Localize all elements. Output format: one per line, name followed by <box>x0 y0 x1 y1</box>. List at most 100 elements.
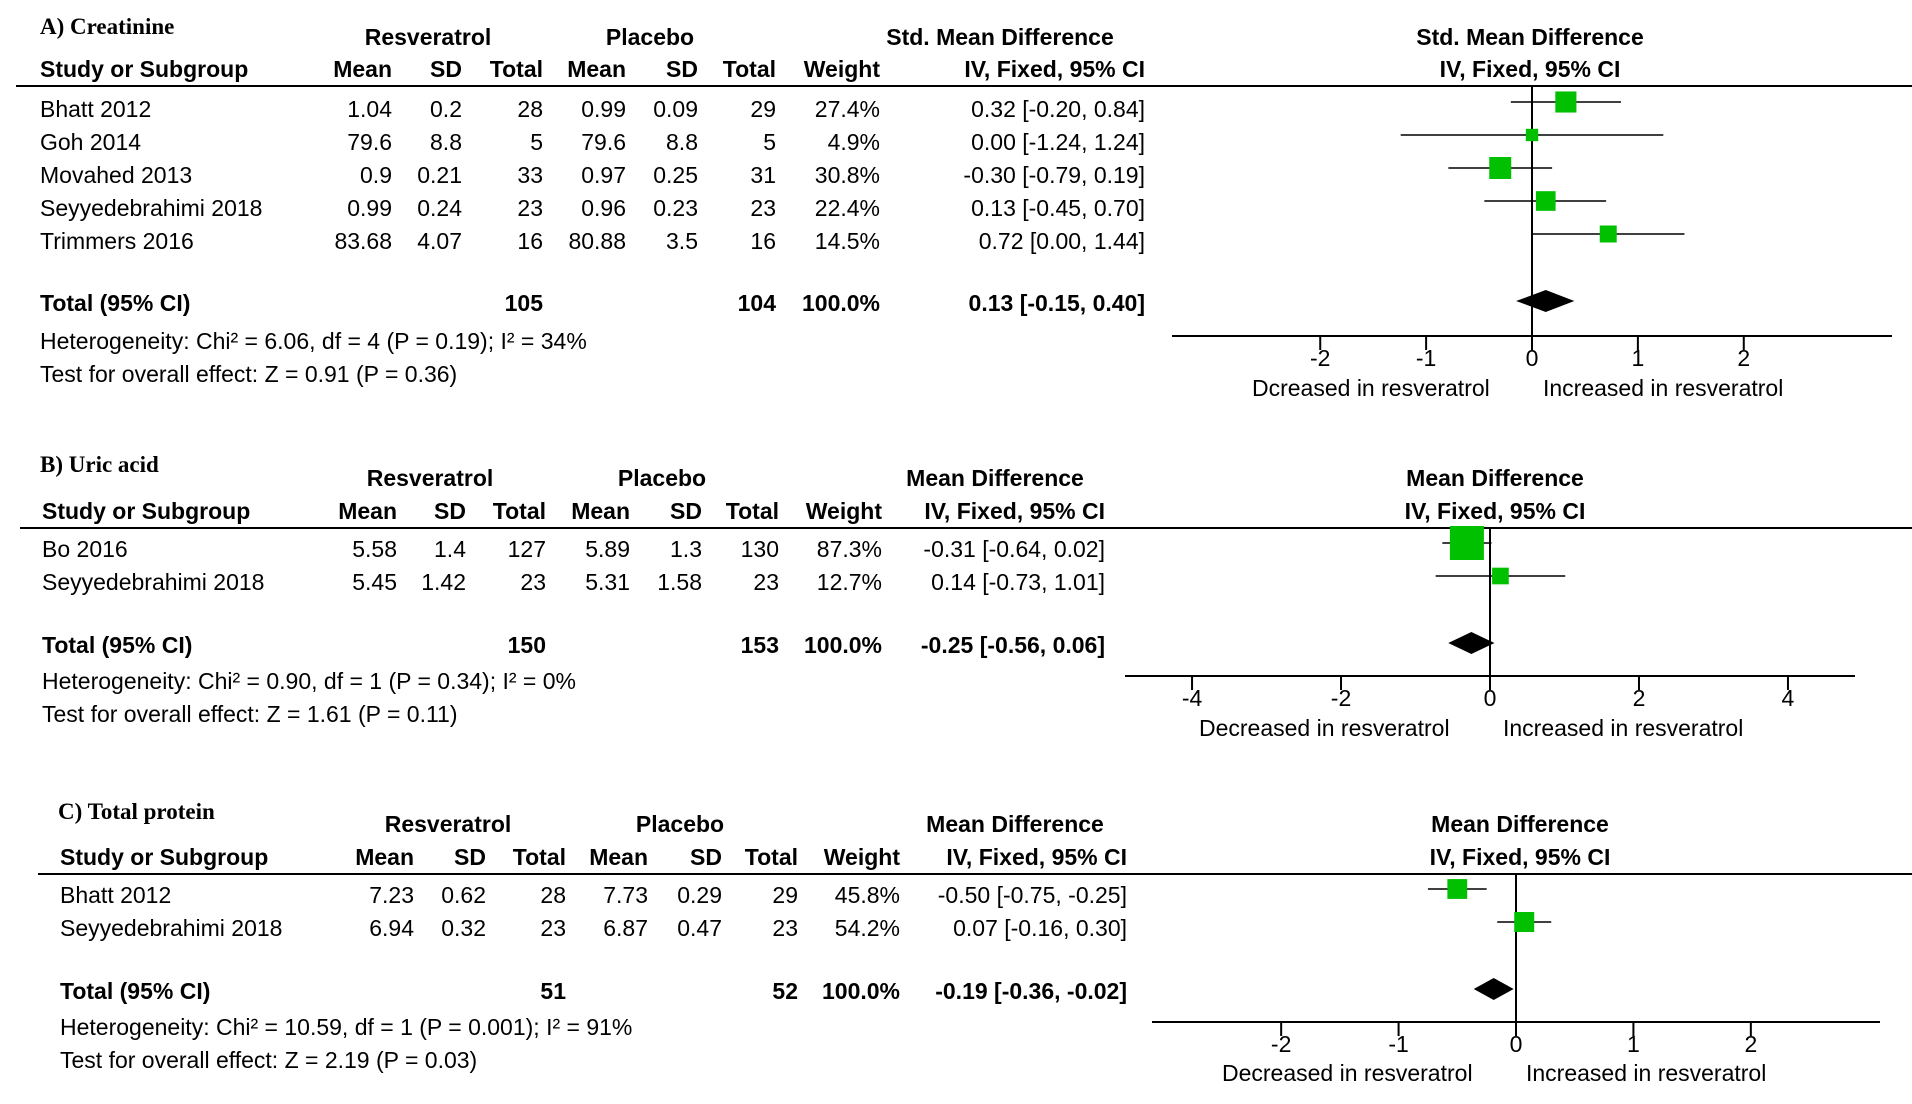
sd2: 0.29 <box>677 882 722 908</box>
col-sd1: SD <box>430 56 462 82</box>
study-name: Bo 2016 <box>42 536 128 562</box>
total1: 23 <box>520 569 546 595</box>
axis-left-label: Decreased in resveratrol <box>1199 715 1450 741</box>
total-weight: 100.0% <box>821 978 900 1004</box>
total-n2: 104 <box>737 290 776 316</box>
col-method: IV, Fixed, 95% CI <box>946 844 1127 870</box>
total-n1: 105 <box>504 290 543 316</box>
heterogeneity-text: Heterogeneity: Chi² = 10.59, df = 1 (P =… <box>60 1014 633 1040</box>
study-name: Trimmers 2016 <box>40 228 194 254</box>
col-weight: Weight <box>823 844 900 870</box>
x-tick-label: 1 <box>1631 345 1644 371</box>
total1: 23 <box>517 195 543 221</box>
weight: 54.2% <box>834 915 900 941</box>
x-tick-label: -1 <box>1388 1031 1408 1057</box>
pooled-diamond <box>1516 290 1575 312</box>
total-n1: 150 <box>507 632 546 658</box>
effect-label: Mean Difference <box>926 811 1104 837</box>
total-ci-text: -0.25 [-0.56, 0.06] <box>920 632 1105 658</box>
x-tick-label: 2 <box>1744 1031 1757 1057</box>
forest-plot: -2 -1 0 1 2 <box>1172 86 1892 371</box>
total-label: Total (95% CI) <box>60 978 211 1004</box>
study-name: Seyyedebrahimi 2018 <box>42 569 265 595</box>
mean1: 5.45 <box>352 569 397 595</box>
mean2: 0.99 <box>581 96 626 122</box>
study-marker <box>1535 191 1556 211</box>
sd2: 0.47 <box>677 915 722 941</box>
total1: 33 <box>517 162 543 188</box>
weight: 14.5% <box>814 228 880 254</box>
mean1: 7.23 <box>369 882 414 908</box>
mean1: 6.94 <box>369 915 414 941</box>
ci-text: -0.50 [-0.75, -0.25] <box>937 882 1127 908</box>
x-tick-label: 0 <box>1526 345 1539 371</box>
study-marker <box>1555 91 1577 113</box>
sd1: 0.2 <box>430 96 462 122</box>
x-tick-label: -4 <box>1182 685 1203 711</box>
mean1: 79.6 <box>347 129 392 155</box>
col-sd1: SD <box>434 498 466 524</box>
col-total1: Total <box>492 498 546 524</box>
sd2: 0.25 <box>653 162 698 188</box>
sd1: 0.21 <box>417 162 462 188</box>
sd1: 1.4 <box>434 536 466 562</box>
sd2: 0.23 <box>653 195 698 221</box>
sd1: 1.42 <box>421 569 466 595</box>
col-total2: Total <box>744 844 798 870</box>
x-tick-label: 0 <box>1510 1031 1523 1057</box>
study-marker <box>1525 128 1539 142</box>
col-study: Study or Subgroup <box>42 498 251 524</box>
pooled-diamond <box>1448 632 1495 654</box>
ci-text: -0.31 [-0.64, 0.02] <box>923 536 1105 562</box>
total2: 29 <box>772 882 798 908</box>
axis-right-label: Increased in resveratrol <box>1526 1060 1767 1086</box>
axis-left-label: Decreased in resveratrol <box>1222 1060 1473 1086</box>
sd1: 0.62 <box>441 882 486 908</box>
study-name: Bhatt 2012 <box>60 882 172 908</box>
x-tick-label: 2 <box>1737 345 1750 371</box>
total-n1: 51 <box>540 978 566 1004</box>
study-marker <box>1599 225 1617 243</box>
mean2: 7.73 <box>603 882 648 908</box>
mean2: 79.6 <box>581 129 626 155</box>
sd2: 3.5 <box>666 228 698 254</box>
total1: 127 <box>507 536 546 562</box>
overall-effect-text: Test for overall effect: Z = 1.61 (P = 0… <box>42 701 458 727</box>
x-tick-label: -1 <box>1416 345 1436 371</box>
col-total1: Total <box>512 844 566 870</box>
total1: 28 <box>517 96 543 122</box>
col-sd2: SD <box>690 844 722 870</box>
col-total2: Total <box>725 498 779 524</box>
forest-plot: -2 -1 0 1 2 <box>1152 874 1880 1057</box>
x-tick-label: 1 <box>1627 1031 1640 1057</box>
axis-left-label: Dcreased in resveratrol <box>1252 375 1490 401</box>
sd2: 8.8 <box>666 129 698 155</box>
mean1: 83.68 <box>334 228 392 254</box>
col-study: Study or Subgroup <box>40 56 249 82</box>
mean1: 5.58 <box>352 536 397 562</box>
x-tick-label: -2 <box>1310 345 1330 371</box>
total-n2: 153 <box>740 632 779 658</box>
overall-effect-text: Test for overall effect: Z = 0.91 (P = 0… <box>40 361 458 387</box>
ci-text: 0.14 [-0.73, 1.01] <box>931 569 1105 595</box>
panel-title: A) Creatinine <box>40 14 175 39</box>
col-study: Study or Subgroup <box>60 844 269 870</box>
col-weight: Weight <box>805 498 882 524</box>
total-ci-text: 0.13 [-0.15, 0.40] <box>968 290 1145 316</box>
sd2: 0.09 <box>653 96 698 122</box>
x-tick-label: 4 <box>1782 685 1795 711</box>
col-mean1: Mean <box>355 844 414 870</box>
plot-effect-label: Mean Difference <box>1431 811 1609 837</box>
weight: 22.4% <box>814 195 880 221</box>
sd1: 0.32 <box>441 915 486 941</box>
total2: 23 <box>772 915 798 941</box>
header-rule <box>20 527 1912 529</box>
plot-method-label: IV, Fixed, 95% CI <box>1439 56 1621 82</box>
total2: 16 <box>750 228 776 254</box>
overall-effect-text: Test for overall effect: Z = 2.19 (P = 0… <box>60 1047 478 1073</box>
weight: 87.3% <box>816 536 882 562</box>
col-mean2: Mean <box>567 56 626 82</box>
col-sd2: SD <box>666 56 698 82</box>
sd1: 0.24 <box>417 195 462 221</box>
study-name: Bhatt 2012 <box>40 96 152 122</box>
